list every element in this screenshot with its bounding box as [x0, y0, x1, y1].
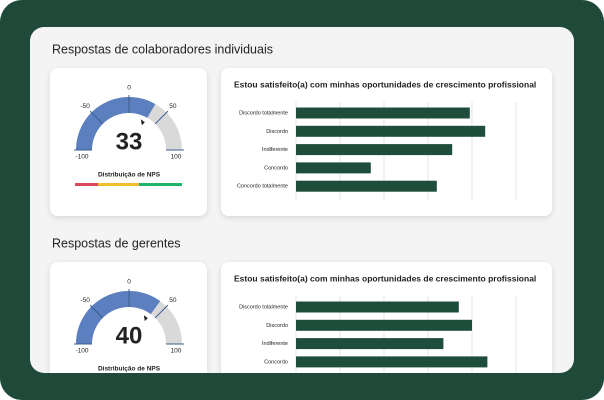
category-label: Indiferente: [262, 147, 288, 153]
section-title: Respostas de colaboradores individuais: [52, 42, 273, 56]
gauge-tick-label: -50: [80, 297, 90, 304]
gauge-value: 33: [116, 128, 143, 155]
gauge-value: 40: [116, 322, 143, 349]
gauge-label: Distribuição de NPS: [98, 172, 161, 179]
category-label: Concordo: [264, 165, 288, 171]
gauge-fill: [76, 97, 156, 151]
category-label: Discordo totalmente: [239, 304, 288, 310]
bar: [296, 338, 444, 350]
gauge-tick-label: 50: [169, 103, 177, 110]
nps-green: [139, 183, 182, 186]
bar: [296, 162, 371, 174]
content: Respostas de colaboradores individuais -1…: [50, 42, 552, 373]
gauge-pointer: [140, 119, 145, 126]
category-label: Discordo: [266, 129, 288, 135]
nps-red: [75, 183, 98, 186]
category-label: Concordo: [264, 359, 288, 365]
bar: [296, 319, 472, 331]
nps-yellow: [98, 183, 139, 186]
gauge-tick-label: 50: [169, 297, 177, 304]
bar: [296, 107, 470, 119]
gauge-card: [50, 68, 207, 216]
gauge-label: Distribuição de NPS: [98, 366, 161, 373]
gauge-pointer: [143, 315, 148, 322]
chart-card: [221, 262, 552, 373]
gauge-tick: [154, 304, 169, 319]
category-label: Indiferente: [262, 341, 288, 347]
chart-title: Estou satisfeito(a) com minhas oportunid…: [234, 79, 536, 89]
gauge-tick-label: 100: [171, 348, 182, 355]
category-label: Concordo totalmente: [237, 184, 288, 190]
gauge-tick-label: 100: [171, 154, 182, 161]
gauge-tick-label: -100: [75, 154, 88, 161]
gauge-tick: [89, 110, 104, 125]
category-label: Discordo: [266, 323, 288, 329]
gauge-tick-label: 0: [127, 279, 131, 286]
category-label: Discordo totalmente: [239, 110, 288, 116]
section-title: Respostas de gerentes: [52, 236, 181, 250]
bar: [296, 180, 437, 192]
bar: [296, 125, 486, 137]
chart-card: [221, 68, 552, 216]
chart-title: Estou satisfeito(a) com minhas oportunid…: [234, 273, 536, 283]
gauge-fill: [76, 291, 161, 345]
gauge-tick-label: -50: [80, 103, 90, 110]
gauge-tick-label: 0: [127, 85, 131, 92]
gauge-tick: [154, 110, 169, 125]
gauge-tick: [89, 304, 104, 319]
bar: [296, 144, 453, 156]
gauge-card: [50, 262, 207, 373]
bar: [296, 356, 488, 368]
gauge-tick-label: -100: [75, 348, 88, 355]
bar: [296, 301, 459, 313]
